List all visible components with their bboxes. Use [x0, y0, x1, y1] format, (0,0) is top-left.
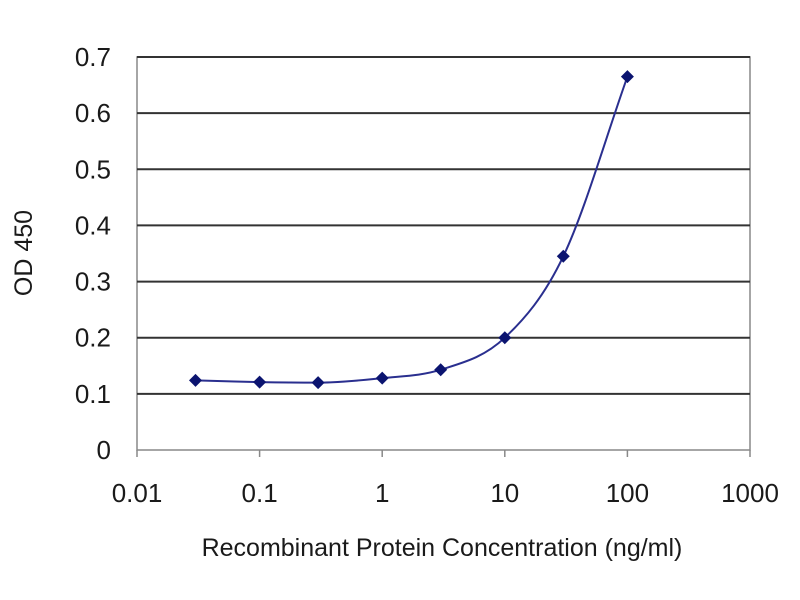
data-point-0	[188, 373, 202, 387]
data-point-3	[375, 371, 389, 385]
y-tick-label-0: 0	[97, 435, 111, 465]
x-tick-label-0: 0.01	[112, 478, 163, 508]
x-tick-label-5: 1000	[721, 478, 779, 508]
y-tick-label-1: 0.1	[75, 379, 111, 409]
data-points	[188, 70, 634, 390]
tick-marks	[136, 450, 751, 457]
data-point-6	[556, 249, 570, 263]
x-tick-label-3: 10	[490, 478, 519, 508]
x-tick-labels: 0.01 0.1 1 10 100 1000	[112, 478, 779, 508]
y-tick-label-5: 0.5	[75, 154, 111, 184]
y-tick-label-4: 0.4	[75, 210, 111, 240]
plot-area	[136, 56, 751, 451]
y-axis-title: OD 450	[10, 210, 38, 296]
x-tick-label-2: 1	[375, 478, 389, 508]
data-point-4	[434, 363, 448, 377]
y-tick-label-2: 0.2	[75, 323, 111, 353]
x-tick-label-4: 100	[606, 478, 649, 508]
data-point-5	[498, 331, 512, 345]
grid-lines	[137, 56, 750, 395]
y-tick-label-7: 0.7	[75, 42, 111, 72]
data-point-7	[620, 70, 634, 84]
x-axis-title: Recombinant Protein Concentration (ng/ml…	[202, 534, 683, 562]
y-tick-label-6: 0.6	[75, 98, 111, 128]
y-tick-labels: 0 0.1 0.2 0.3 0.4 0.5 0.6 0.7	[75, 42, 111, 465]
data-point-2	[311, 376, 325, 390]
x-tick-label-1: 0.1	[242, 478, 278, 508]
y-tick-label-3: 0.3	[75, 267, 111, 297]
data-point-1	[253, 375, 267, 389]
